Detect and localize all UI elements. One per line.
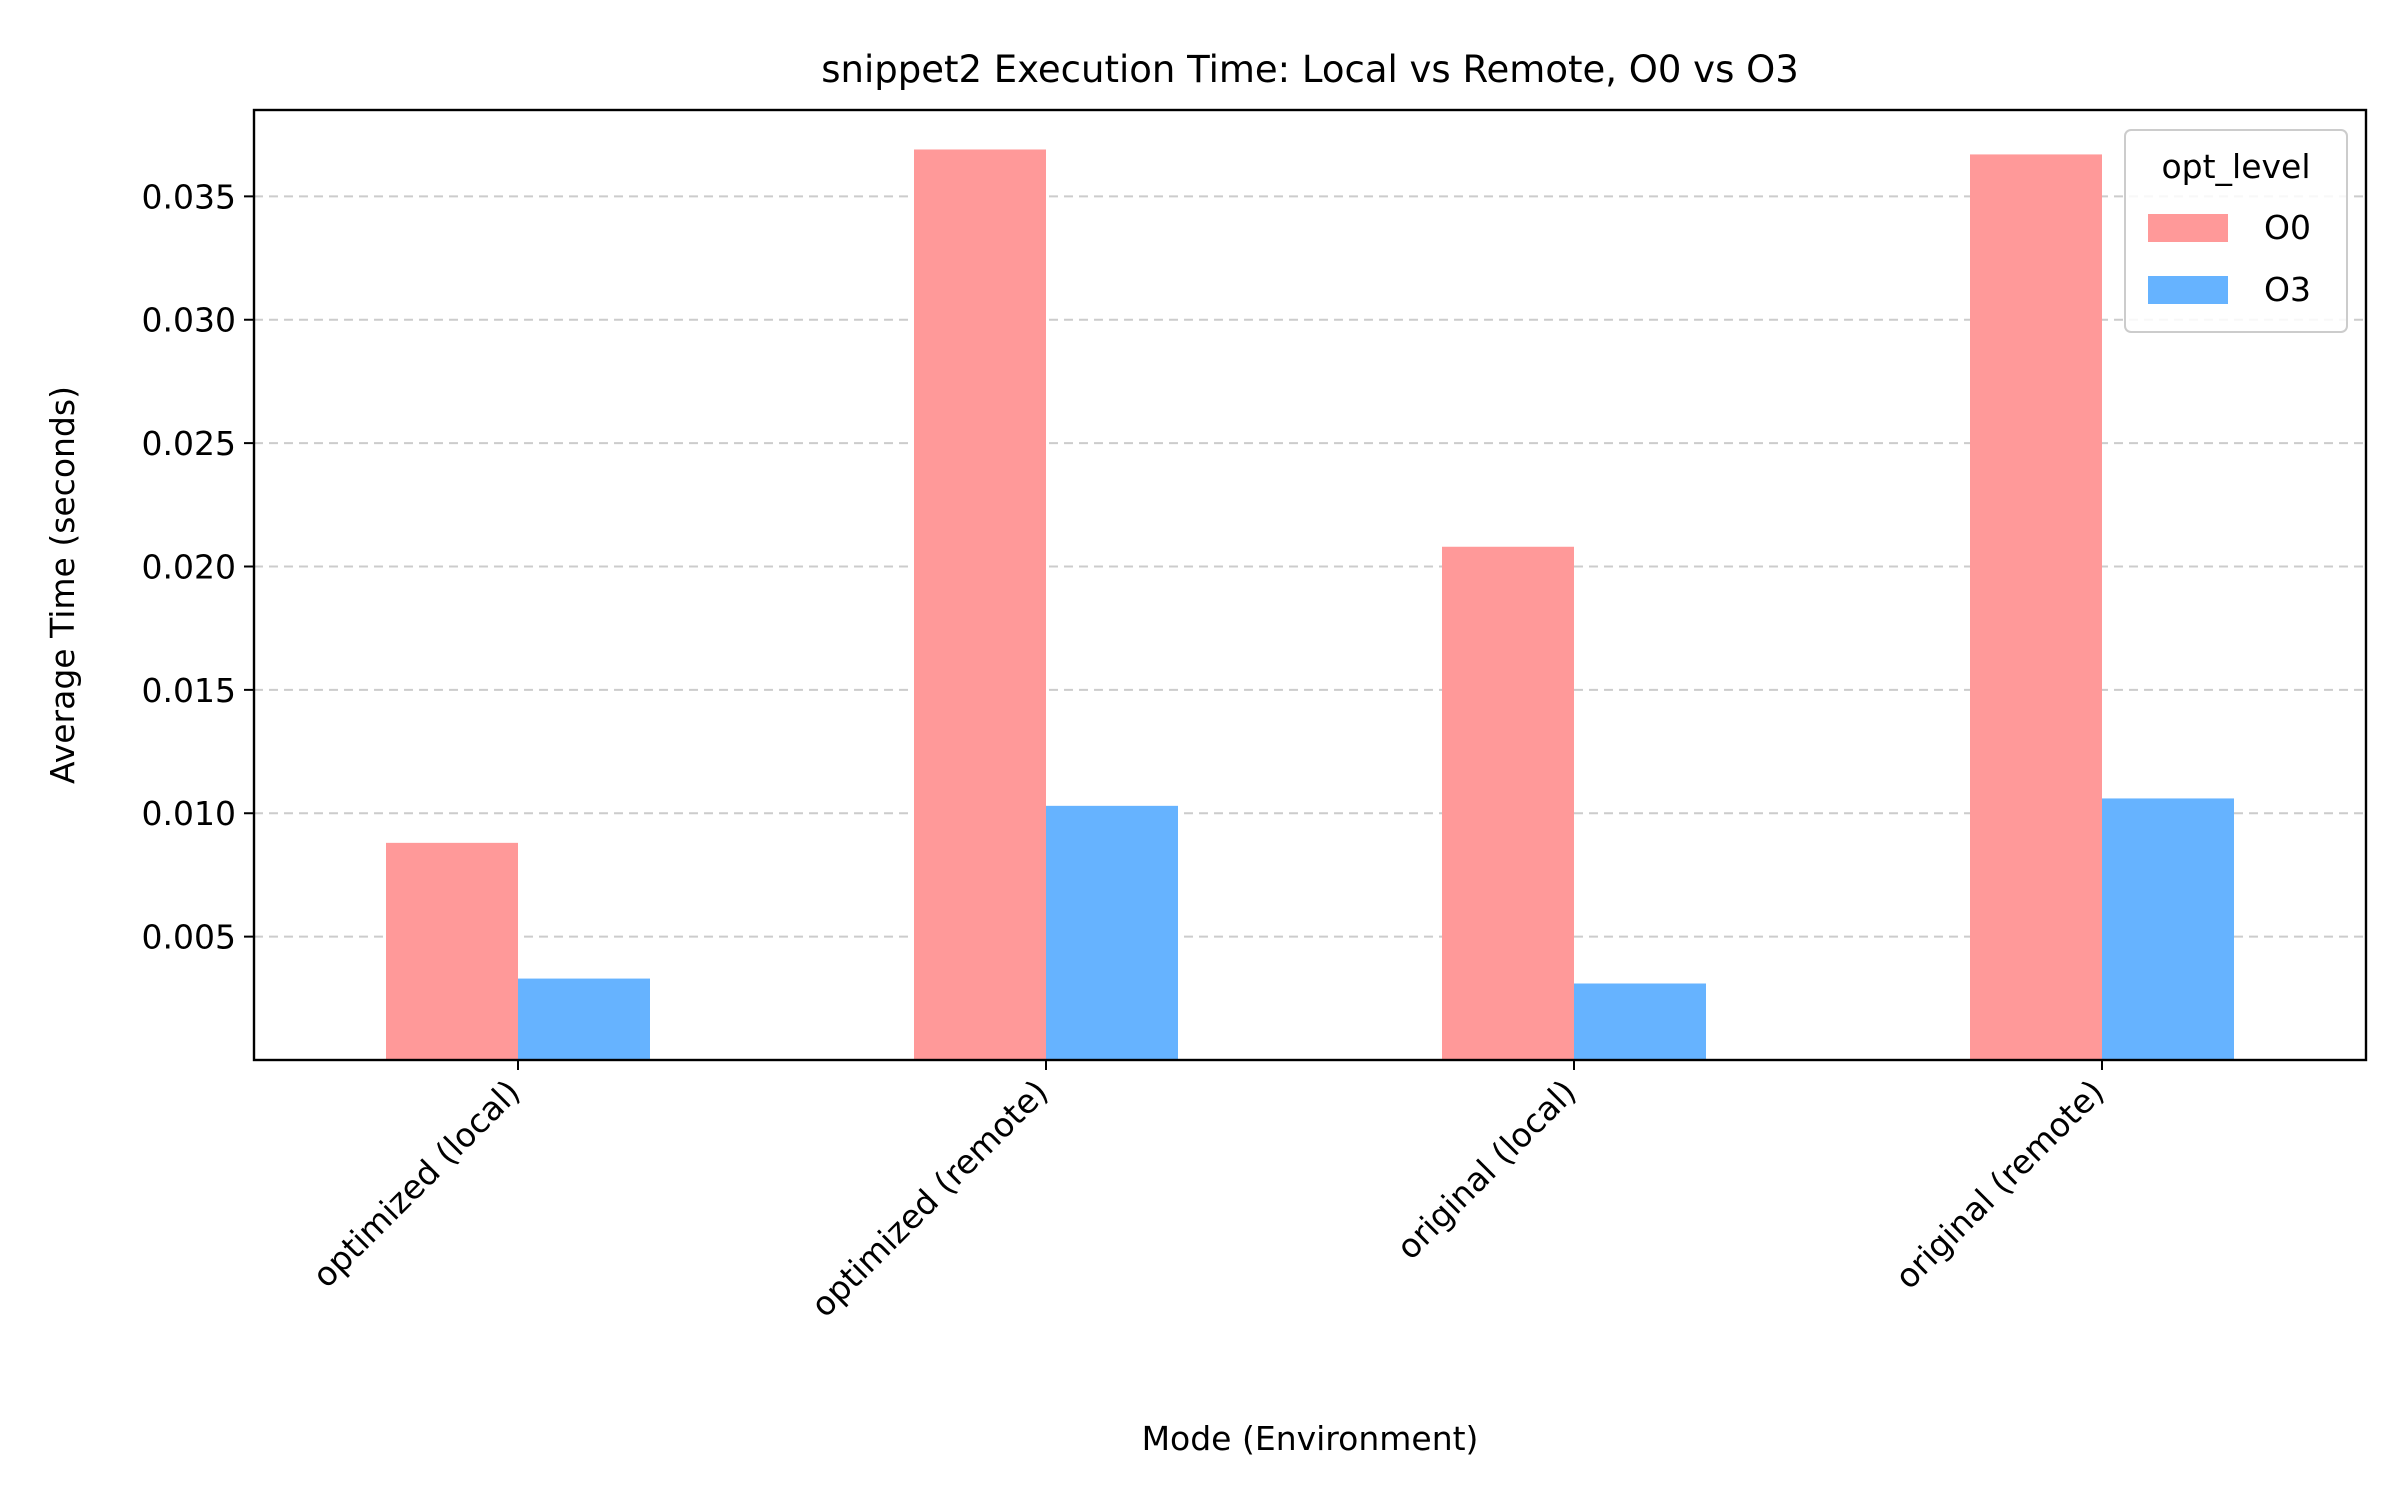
y-tick-label: 0.035	[142, 177, 236, 216]
y-tick-label: 0.005	[142, 918, 236, 957]
x-axis-label: Mode (Environment)	[1142, 1419, 1479, 1458]
bar-o3-3	[2102, 798, 2234, 1060]
legend-title: opt_level	[2161, 147, 2310, 186]
legend-swatch-o3	[2148, 276, 2228, 304]
y-tick-label: 0.025	[142, 424, 236, 463]
bar-o0-1	[914, 149, 1046, 1060]
bar-o3-0	[518, 978, 650, 1060]
y-axis-ticks: 0.005 0.010 0.015 0.020 0.025 0.030 0.035	[142, 177, 254, 957]
bar-o3-1	[1046, 805, 1178, 1060]
legend-label-o3: O3	[2264, 270, 2311, 309]
bar-o0-0	[386, 842, 518, 1060]
legend-label-o0: O0	[2264, 208, 2311, 247]
legend: opt_level O0 O3	[2124, 129, 2348, 333]
y-tick-label: 0.020	[142, 547, 236, 586]
bar-o0-2	[1442, 546, 1574, 1060]
bars	[386, 149, 2234, 1060]
legend-items: O0 O3	[2148, 208, 2311, 309]
legend-swatch-o0	[2148, 214, 2228, 242]
plot-area-frame	[252, 108, 2368, 1062]
bar-o3-2	[1574, 983, 1706, 1060]
y-tick-label: 0.015	[142, 671, 236, 710]
chart-title: snippet2 Execution Time: Local vs Remote…	[821, 48, 1799, 91]
y-tick-label: 0.030	[142, 301, 236, 340]
y-tick-label: 0.010	[142, 794, 236, 833]
y-axis-label: Average Time (seconds)	[43, 386, 82, 784]
bar-o0-3	[1970, 154, 2102, 1060]
